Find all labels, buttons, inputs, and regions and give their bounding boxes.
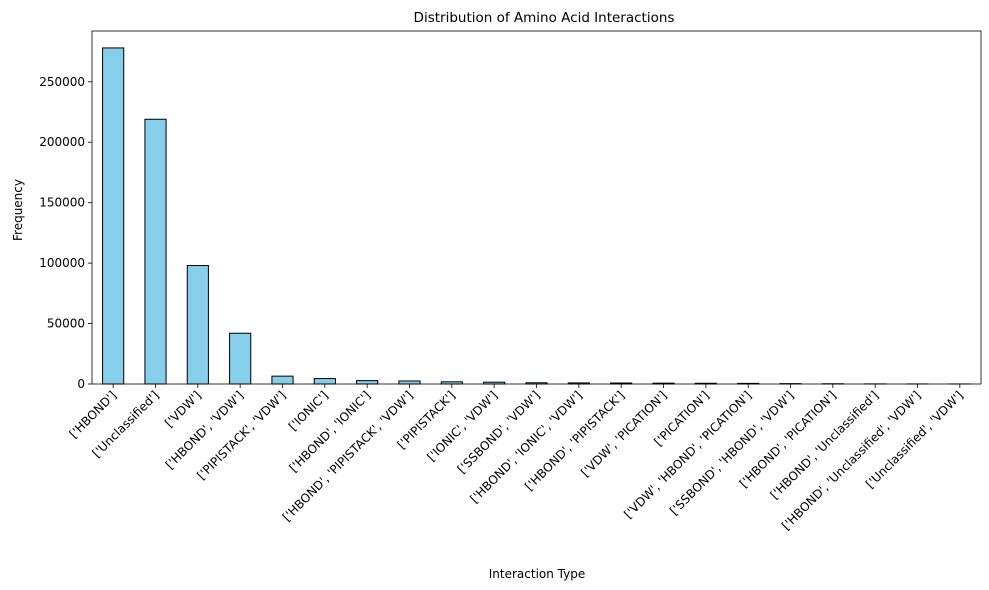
x-tick-label: ['SSBOND', 'VDW']	[455, 388, 543, 476]
bar	[102, 47, 125, 385]
chart-title: Distribution of Amino Acid Interactions	[414, 10, 675, 26]
x-axis-label: Interaction Type	[489, 567, 585, 581]
x-tick-label: ['HBOND', 'IONIC']	[286, 388, 373, 475]
y-tick-label: 200000	[39, 135, 85, 149]
y-axis: 0 50000 100000 150000 200000 250000	[39, 75, 92, 391]
plot-frame	[91, 30, 982, 385]
x-tick-label: ['VDW']	[162, 388, 204, 430]
bar	[398, 380, 421, 385]
bar	[229, 332, 252, 385]
bar	[271, 375, 294, 385]
x-axis: ['HBOND']['Unclassified'] ['VDW']['HBOND'…	[66, 384, 966, 533]
bars-group	[102, 47, 971, 385]
y-axis-label: Frequency	[11, 179, 25, 241]
y-tick-label: 0	[77, 377, 85, 391]
x-tick-label: ['HBOND', 'VDW']	[163, 388, 247, 472]
bar	[144, 118, 167, 385]
bar	[356, 380, 379, 385]
y-tick-label: 100000	[39, 256, 85, 270]
bar	[186, 265, 209, 385]
y-tick-label: 150000	[39, 196, 85, 210]
y-tick-label: 250000	[39, 75, 85, 89]
bar	[313, 378, 336, 385]
y-tick-label: 50000	[47, 317, 85, 331]
